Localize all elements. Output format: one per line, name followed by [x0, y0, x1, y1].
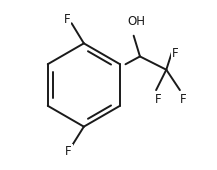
- Text: F: F: [155, 93, 161, 106]
- Text: F: F: [64, 13, 70, 26]
- Text: OH: OH: [128, 15, 146, 28]
- Text: F: F: [180, 93, 187, 106]
- Text: F: F: [172, 47, 179, 60]
- Text: F: F: [65, 145, 72, 158]
